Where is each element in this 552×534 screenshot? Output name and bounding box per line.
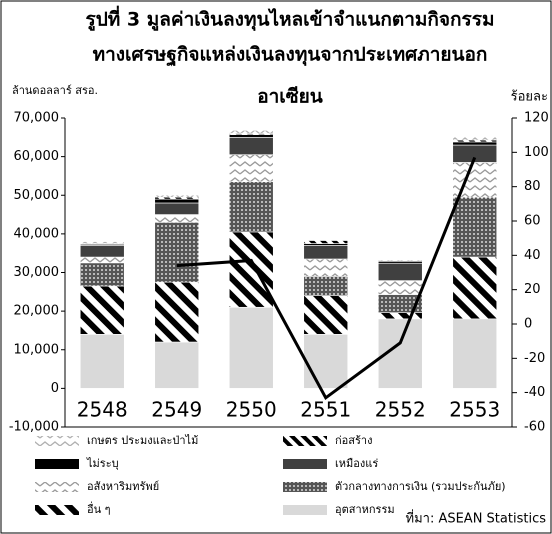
- bar-segment: [377, 262, 423, 281]
- y2-tick-label: 0: [524, 317, 532, 332]
- y-tick-label: 60,000: [14, 149, 60, 164]
- y2-tick-label: 100: [524, 145, 549, 160]
- bar-segment: [79, 241, 125, 244]
- bar-segment: [452, 318, 498, 389]
- legend-swatch: [283, 436, 327, 446]
- chart-title: อาเซียน: [257, 86, 323, 108]
- y2-tick-label: -60: [524, 420, 545, 435]
- chart-title: รูปที่ 3 มูลค่าเงินลงทุนไหลเข้าจำแนกตามก…: [85, 6, 494, 32]
- y2-tick-label: 40: [524, 248, 541, 263]
- bar-segment: [452, 141, 498, 146]
- bar-segment: [228, 306, 274, 389]
- bar-segment: [228, 154, 274, 183]
- legend-label: อื่น ๆ: [87, 501, 111, 516]
- legend-label: เหมืองแร่: [335, 457, 378, 470]
- y-tick-label: -10,000: [9, 420, 59, 435]
- bar-segment: [79, 245, 125, 258]
- legend-label: ตัวกลางทางการเงิน (รวมประกันภัย): [335, 480, 506, 493]
- y2-tick-label: -40: [524, 385, 545, 400]
- x-tick-label: 2553: [449, 398, 500, 422]
- x-tick-label: 2551: [300, 398, 351, 422]
- bar-segment: [303, 245, 349, 260]
- bar-segment: [79, 256, 125, 264]
- y2-tick-label: 60: [524, 214, 541, 229]
- bar-segment: [154, 198, 200, 204]
- legend-swatch: [35, 505, 79, 515]
- y2-tick-label: 120: [524, 111, 549, 126]
- y2-axis-label: ร้อยละ: [511, 90, 548, 105]
- bar-segment: [303, 240, 349, 244]
- bar-segment: [377, 259, 423, 262]
- bar-segment: [452, 256, 498, 320]
- y-tick-label: 70,000: [14, 111, 60, 126]
- legend-label: ไม่ระบุ: [86, 457, 119, 470]
- bar-segment: [377, 312, 423, 320]
- legend-label: อสังหาริมทรัพย์: [87, 480, 159, 493]
- x-tick-label: 2549: [151, 398, 202, 422]
- bar-segment: [228, 130, 274, 134]
- x-tick-label: 2552: [375, 398, 426, 422]
- legend-swatch: [283, 482, 327, 492]
- legend-label: ก่อสร้าง: [335, 434, 372, 447]
- legend-swatch: [35, 459, 79, 469]
- bar-segment: [377, 280, 423, 295]
- bar-segment: [452, 196, 498, 258]
- y-tick-label: 30,000: [14, 265, 60, 280]
- bar-segment: [228, 134, 274, 138]
- legend-swatch: [35, 436, 79, 446]
- bar-segment: [79, 262, 125, 287]
- bar-segment: [303, 258, 349, 277]
- source: ที่มา: ASEAN Statistics: [406, 510, 547, 527]
- y-tick-label: 10,000: [14, 342, 60, 357]
- y2-tick-label: 80: [524, 179, 541, 194]
- bar-segment: [79, 333, 125, 389]
- legend-label: อุตสาหกรรม: [335, 503, 395, 516]
- bar-segment: [154, 221, 200, 283]
- bar-segment: [303, 295, 349, 335]
- legend-swatch: [283, 459, 327, 469]
- x-tick-label: 2550: [226, 398, 277, 422]
- bar-segment: [154, 281, 200, 343]
- bar-segment: [228, 181, 274, 233]
- x-tick-label: 2548: [77, 398, 128, 422]
- chart-title: ทางเศรษฐกิจแหล่งเงินลงทุนจากประเทศภายนอก: [93, 44, 488, 68]
- bar-segment: [154, 214, 200, 223]
- y-tick-label: 50,000: [14, 188, 60, 203]
- bar-segment: [154, 341, 200, 389]
- bar-segment: [154, 202, 200, 215]
- bar-segment: [228, 137, 274, 155]
- y-tick-label: 0: [51, 381, 59, 396]
- y-tick-label: 40,000: [14, 226, 60, 241]
- bar-segment: [452, 162, 498, 198]
- legend-swatch: [283, 505, 327, 515]
- bar-segment: [452, 136, 498, 141]
- y-tick-label: 20,000: [14, 304, 60, 319]
- bar-segment: [154, 194, 200, 198]
- legend-label: เกษตร ประมงและป่าไม้: [87, 434, 198, 447]
- bar-segment: [303, 333, 349, 389]
- y-axis-label: ล้านดอลลาร์ สรอ.: [12, 84, 98, 97]
- legend-swatch: [35, 482, 79, 492]
- line-series: [176, 156, 477, 401]
- y2-tick-label: 20: [524, 282, 541, 297]
- bar-segment: [303, 276, 349, 296]
- y2-tick-label: -20: [524, 351, 545, 366]
- bar-segment: [228, 231, 274, 308]
- bar-segment: [79, 285, 125, 335]
- bar-segment: [303, 238, 349, 241]
